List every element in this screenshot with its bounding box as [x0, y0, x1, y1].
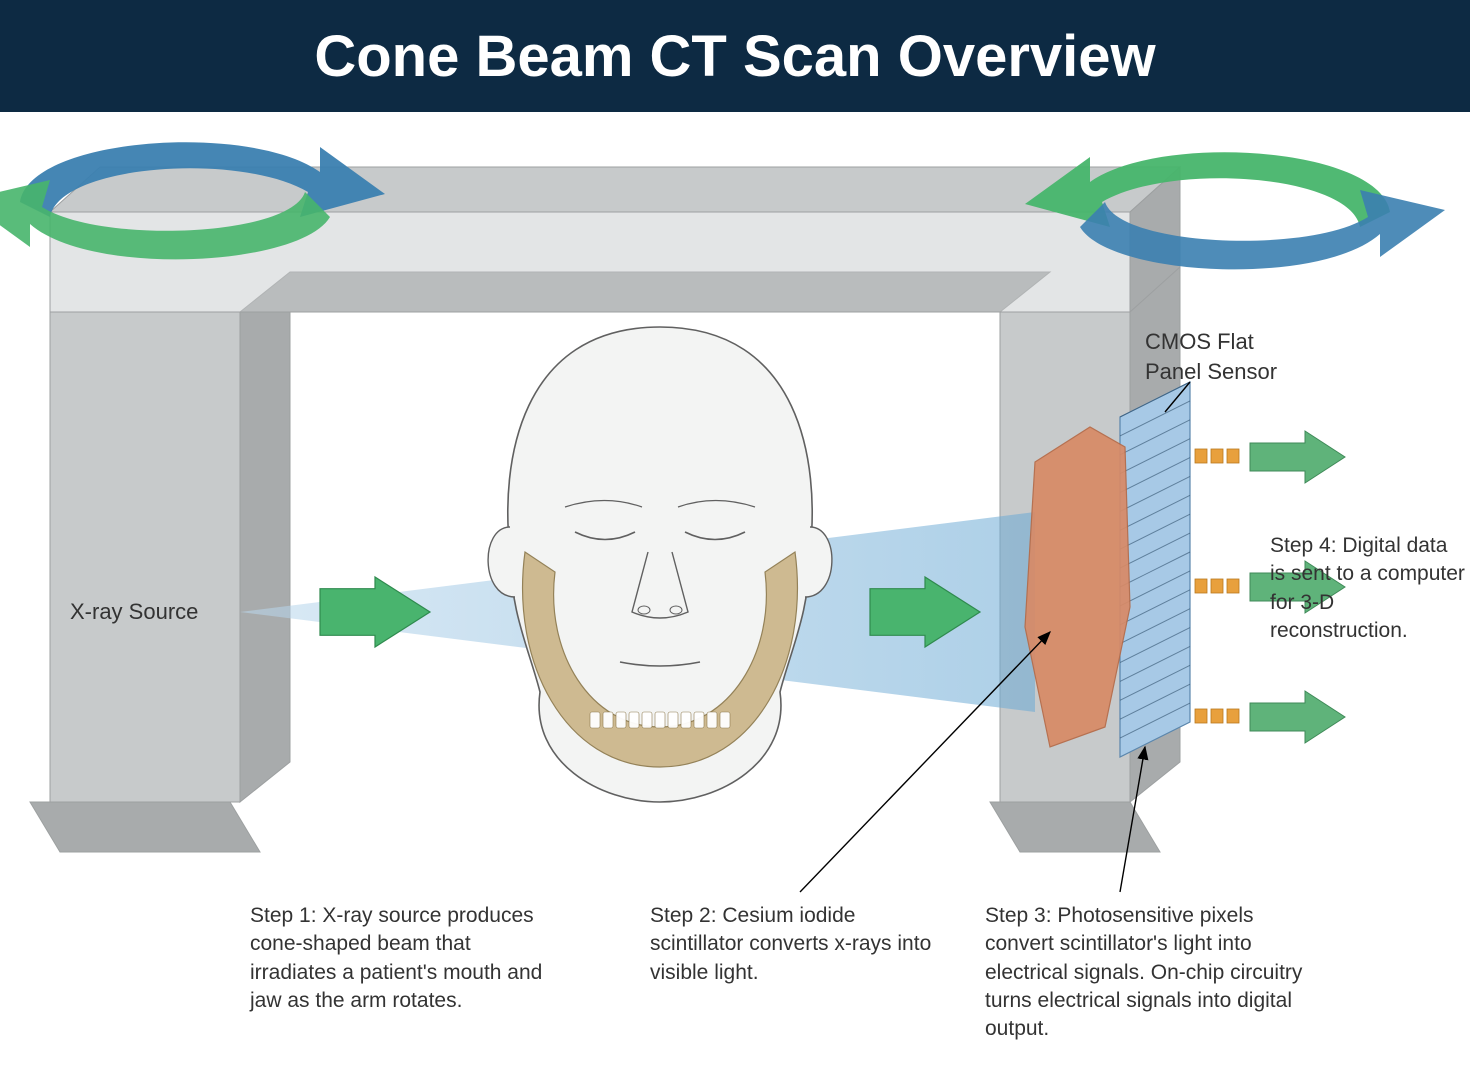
data-out-arrow	[1250, 431, 1345, 483]
label-xray-source: X-ray Source	[70, 597, 198, 627]
page-title: Cone Beam CT Scan Overview	[314, 23, 1155, 90]
diagram: X-ray Source CMOS Flat Panel Sensor Step…	[0, 112, 1470, 1080]
label-step2: Step 2: Cesium iodide scintillator conve…	[650, 902, 940, 987]
rotation-arrow	[1025, 152, 1390, 227]
data-out-arrow	[1250, 691, 1345, 743]
label-step1: Step 1: X-ray source produces cone-shape…	[250, 902, 550, 1015]
label-step3: Step 3: Photosensitive pixels convert sc…	[985, 902, 1305, 1044]
title-bar: Cone Beam CT Scan Overview	[0, 0, 1470, 112]
label-step4: Step 4: Digital data is sent to a comput…	[1270, 532, 1465, 645]
label-sensor-title: CMOS Flat Panel Sensor	[1145, 327, 1277, 386]
flow-arrow	[320, 577, 430, 647]
